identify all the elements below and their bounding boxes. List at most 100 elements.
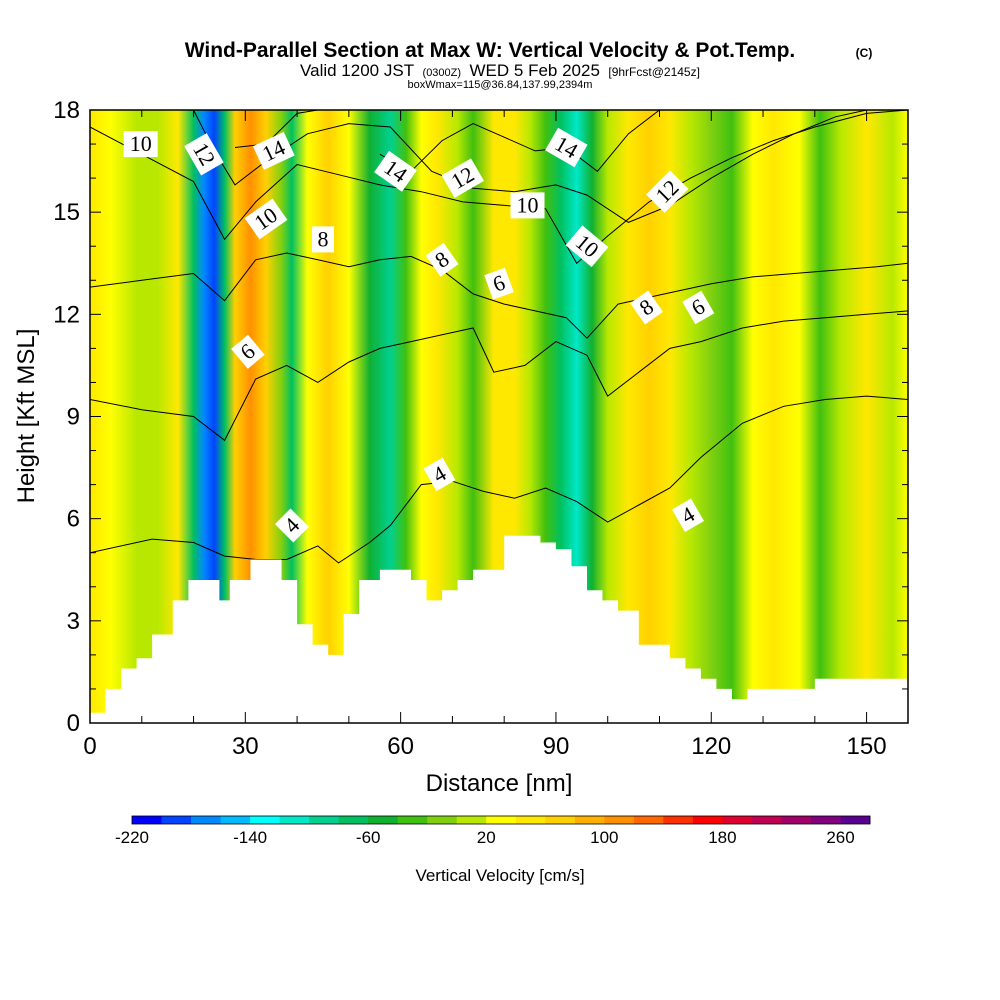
contour-label-box (484, 267, 514, 300)
colorbar-tick-label: -140 (233, 828, 267, 847)
colorbar-swatch-4 (250, 816, 280, 824)
contour-label-text: 10 (517, 192, 539, 217)
theta-contour-10-3 (90, 110, 908, 265)
theta-contour-14-6 (379, 110, 660, 172)
y-tick-label: 6 (67, 506, 80, 533)
contour-label-13: 8 (630, 290, 664, 325)
contour-label-box (252, 131, 295, 170)
colorbar-tick-label: 100 (590, 828, 618, 847)
colorbar-swatch-10 (427, 816, 458, 824)
x-tick-label: 60 (387, 733, 414, 760)
colorbar-label: Vertical Velocity [cm/s] (415, 866, 584, 885)
colorbar-swatch-3 (220, 816, 251, 824)
chart-subtitle: Valid 1200 JST (0300Z) WED 5 Feb 2025 [9… (300, 61, 700, 80)
theta-contour-6-1 (90, 310, 908, 442)
colorbar-swatch-11 (456, 816, 487, 824)
title-mark: (C) (856, 46, 873, 60)
contour-label-box (374, 150, 417, 192)
contour-label-box (312, 226, 334, 253)
colorbar-swatch-19 (692, 816, 723, 824)
contour-label-box (274, 508, 309, 543)
colorbar-swatch-6 (309, 816, 340, 824)
colorbar-swatch-12 (486, 816, 517, 824)
colorbar-swatch-7 (338, 816, 369, 824)
colorbar-swatch-8 (368, 816, 399, 824)
x-tick-label: 150 (847, 733, 887, 760)
y-tick-label: 15 (53, 199, 80, 226)
contour-label-box (682, 290, 715, 325)
colorbar-swatch-23 (810, 816, 841, 824)
contour-label-10: 6 (484, 267, 514, 300)
contour-label-box (184, 133, 224, 176)
contour-label-box (441, 158, 485, 198)
contour-label-box (545, 127, 588, 168)
y-tick-label: 0 (67, 710, 80, 737)
y-tick-label: 3 (67, 608, 80, 635)
colorbar-swatch-9 (397, 816, 428, 824)
contour-label-text: 8 (318, 226, 329, 251)
x-tick-label: 90 (543, 733, 570, 760)
contour-label-box (231, 334, 265, 369)
colorbar-swatch-5 (279, 816, 310, 824)
contour-label-14: 6 (682, 290, 715, 325)
y-tick-label: 9 (67, 404, 80, 431)
y-tick-label: 18 (53, 97, 80, 124)
axis-ticks (90, 110, 908, 723)
colorbar-swatch-20 (722, 816, 753, 824)
contour-label-box (425, 242, 459, 277)
colorbar-tick-label: -60 (356, 828, 381, 847)
contour-label-box (123, 131, 158, 158)
x-tick-label: 120 (691, 733, 731, 760)
contour-label-18: 4 (671, 498, 705, 533)
colorbar-tick-label: 20 (477, 828, 496, 847)
theta-contour-14-5 (234, 110, 318, 148)
contour-label-box (646, 170, 689, 213)
x-tick-label: 30 (232, 733, 259, 760)
colorbar-swatch-21 (751, 816, 782, 824)
terrain-mask (90, 535, 908, 723)
contour-label-4: 8 (312, 226, 334, 253)
colorbar-swatch-0 (132, 816, 162, 824)
colorbar-tick-label: 260 (826, 828, 854, 847)
colorbar-tick-label: -220 (115, 828, 149, 847)
contour-label-16: 4 (423, 457, 456, 492)
colorbar-tick-labels: -220 -140 -60 20 100 180 260 (115, 828, 855, 847)
box-info: boxWmax=115@36.84,137.99,2394m (408, 79, 593, 91)
contour-label-box (565, 225, 609, 268)
contour-label-box (510, 192, 545, 219)
contour-label-box (671, 498, 705, 533)
colorbar-swatch-18 (663, 816, 694, 824)
contour-label-7: 10 (510, 192, 545, 219)
x-tick-labels: 0 30 60 90 120 150 (83, 733, 886, 760)
colorbar-swatch-1 (161, 816, 192, 824)
x-axis-label: Distance [nm] (426, 770, 573, 797)
x-tick-label: 0 (83, 733, 96, 760)
chart-title: Wind-Parallel Section at Max W: Vertical… (185, 39, 796, 62)
colorbar-swatch-13 (515, 816, 546, 824)
forecast-info: [9hrFcst@2145z] (608, 65, 700, 79)
colorbar-frame (131, 815, 871, 825)
colorbar-swatch-24 (840, 816, 871, 824)
colorbar-swatch-17 (633, 816, 664, 824)
colorbar-swatch-2 (191, 816, 221, 824)
colorbar-tick-label: 180 (708, 828, 736, 847)
contour-label-box (630, 290, 664, 325)
y-tick-labels: 0 3 6 9 12 15 18 (53, 97, 80, 737)
contour-label-box (423, 457, 456, 492)
theta-contour-8-2 (90, 252, 908, 339)
valid-time: Valid 1200 JST (300, 61, 414, 80)
contour-label-0: 10 (123, 131, 158, 158)
colorbar-swatch-16 (604, 816, 635, 824)
contour-label-9: 8 (425, 242, 459, 277)
valid-date: WED 5 Feb 2025 (470, 61, 600, 80)
contour-label-text: 10 (130, 131, 152, 156)
colorbar (131, 815, 871, 825)
y-tick-label: 12 (53, 301, 80, 328)
utc-time: (0300Z) (423, 67, 462, 79)
contour-label-box (244, 198, 288, 240)
colorbar-swatch-22 (781, 816, 812, 824)
colorbar-swatch-14 (545, 816, 576, 824)
colorbar-swatch-15 (574, 816, 605, 824)
